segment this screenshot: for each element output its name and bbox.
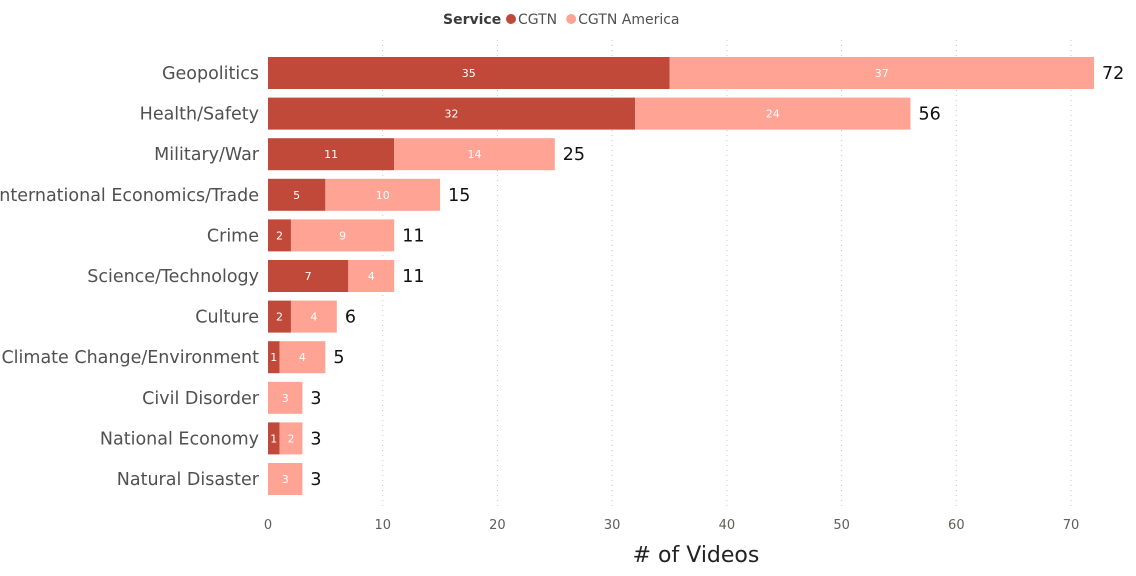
segment-data-label: 5 bbox=[293, 189, 300, 202]
bar-segment bbox=[268, 97, 636, 130]
legend: Service CGTN CGTN America bbox=[443, 12, 680, 28]
bar-segment bbox=[325, 178, 441, 211]
total-data-label: 3 bbox=[310, 470, 321, 490]
segment-data-label: 37 bbox=[875, 67, 889, 80]
category-label: Geopolitics bbox=[162, 64, 259, 84]
segment-data-label: 11 bbox=[324, 148, 338, 161]
category-label: Culture bbox=[195, 308, 259, 328]
gridlines bbox=[382, 40, 1072, 508]
segment-data-label: 4 bbox=[368, 270, 375, 283]
legend-entry: CGTN bbox=[518, 12, 557, 28]
total-data-label: 5 bbox=[333, 348, 344, 368]
x-tick-label: 40 bbox=[719, 518, 736, 533]
segment-data-label: 3 bbox=[282, 392, 289, 405]
segment-data-label: 4 bbox=[299, 351, 306, 364]
bar-segment bbox=[279, 422, 303, 455]
category-label: Climate Change/Environment bbox=[1, 348, 259, 368]
bar-segment bbox=[290, 219, 395, 252]
bar-segment bbox=[268, 57, 670, 89]
legend-title: Service bbox=[443, 12, 501, 28]
total-data-label: 6 bbox=[345, 308, 356, 328]
segment-data-label: 10 bbox=[376, 189, 390, 202]
x-tick-label: 0 bbox=[264, 518, 272, 533]
total-data-label: 72 bbox=[1102, 64, 1124, 84]
segment-data-label: 3 bbox=[282, 473, 289, 486]
category-label: Science/Technology bbox=[87, 267, 259, 287]
total-data-label: 25 bbox=[563, 145, 585, 165]
total-data-label: 3 bbox=[310, 389, 321, 409]
x-tick-label: 20 bbox=[489, 518, 506, 533]
category-label: Natural Disaster bbox=[117, 470, 260, 490]
segment-data-label: 9 bbox=[339, 229, 346, 242]
x-tick-label: 30 bbox=[604, 518, 621, 533]
legend-entry: CGTN America bbox=[578, 12, 679, 28]
category-label: Civil Disorder bbox=[142, 389, 260, 409]
bar-segment bbox=[635, 97, 911, 130]
segment-data-label: 4 bbox=[310, 311, 317, 324]
bars bbox=[268, 57, 1094, 495]
total-data-label: 15 bbox=[448, 186, 470, 206]
segment-data-label: 2 bbox=[276, 229, 283, 242]
category-label: Health/Safety bbox=[140, 105, 259, 125]
bar-segment bbox=[268, 178, 326, 211]
bar-segment bbox=[394, 138, 555, 171]
bar-segment bbox=[268, 300, 291, 333]
bar-segment bbox=[268, 422, 280, 455]
segment-data-label: 7 bbox=[305, 270, 312, 283]
legend-marker bbox=[566, 14, 577, 24]
bar-segment bbox=[268, 463, 303, 495]
x-tick-label: 60 bbox=[948, 518, 965, 533]
bar-segment bbox=[268, 260, 349, 292]
total-data-label: 11 bbox=[402, 226, 424, 246]
segment-data-label: 35 bbox=[462, 67, 476, 80]
category-label: Crime bbox=[207, 226, 259, 246]
legend-marker bbox=[506, 14, 516, 24]
bar-segment bbox=[268, 138, 395, 171]
category-label: National Economy bbox=[100, 429, 259, 449]
category-label: International Economics/Trade bbox=[0, 186, 259, 206]
bar-segment bbox=[290, 300, 337, 333]
segment-data-label: 32 bbox=[445, 108, 459, 121]
total-data-label: 3 bbox=[310, 429, 321, 449]
segment-data-label: 1 bbox=[270, 351, 277, 364]
segment-data-label: 2 bbox=[287, 432, 294, 445]
bar-segment bbox=[268, 341, 280, 374]
bar-segment bbox=[669, 57, 1094, 89]
segment-data-label: 1 bbox=[270, 432, 277, 445]
category-label: Military/War bbox=[154, 145, 260, 165]
bar-segment bbox=[268, 219, 291, 252]
total-data-label: 56 bbox=[918, 105, 940, 125]
bar-segment bbox=[279, 341, 326, 374]
bar-segment bbox=[268, 381, 303, 414]
segment-data-label: 14 bbox=[468, 148, 482, 161]
total-data-label: 11 bbox=[402, 267, 424, 287]
segment-data-label: 2 bbox=[276, 311, 283, 324]
bar-segment bbox=[348, 260, 395, 292]
x-tick-label: 70 bbox=[1063, 518, 1080, 533]
x-tick-label: 10 bbox=[374, 518, 391, 533]
x-tick-label: 50 bbox=[833, 518, 850, 533]
x-axis-title: # of Videos bbox=[633, 543, 760, 568]
segment-data-label: 24 bbox=[766, 108, 780, 121]
